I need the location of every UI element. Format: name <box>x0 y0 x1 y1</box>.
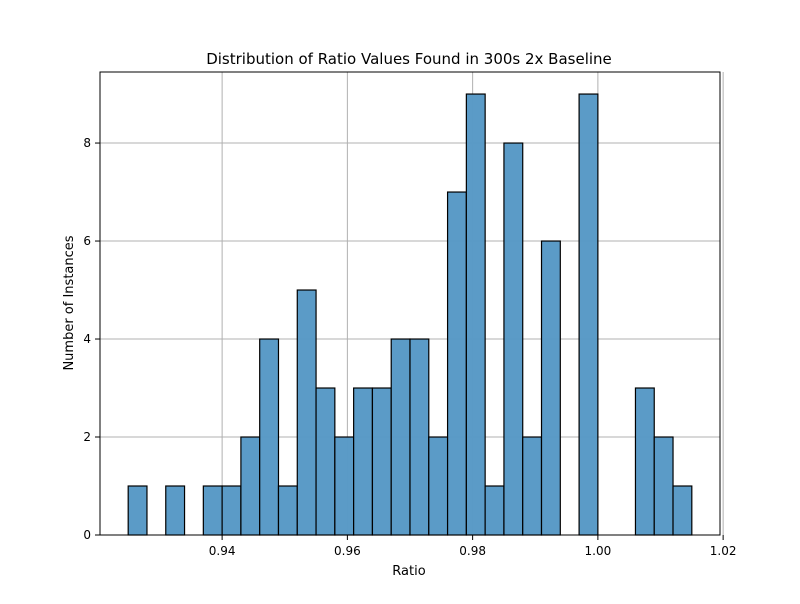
x-axis-label: Ratio <box>392 564 425 579</box>
axes-layer <box>99 71 721 536</box>
histogram-bar <box>540 240 561 536</box>
histogram-bar <box>578 93 599 536</box>
y-tick-label: 8 <box>83 136 91 150</box>
histogram-bar <box>259 338 280 536</box>
histogram-bar <box>653 436 674 536</box>
histogram-bar <box>428 436 449 536</box>
y-axis-label: Number of Instances <box>62 235 77 370</box>
histogram-bar <box>634 387 655 536</box>
histogram-bar <box>353 387 374 536</box>
histogram-bar <box>240 436 261 536</box>
histogram-bar <box>446 191 467 536</box>
y-tick-label: 0 <box>83 528 91 542</box>
histogram-bar <box>202 485 223 536</box>
histogram-bar <box>390 338 411 536</box>
histogram-bar <box>672 485 693 536</box>
histogram-bar <box>127 485 148 536</box>
y-tick-label: 2 <box>83 430 91 444</box>
histogram-bar <box>409 338 430 536</box>
histogram-bar <box>221 485 242 536</box>
histogram-bar <box>371 387 392 536</box>
histogram-bar <box>296 289 317 536</box>
histogram-bar <box>165 485 186 536</box>
bars-layer <box>127 93 693 536</box>
histogram-bar <box>484 485 505 536</box>
x-tick-label: 1.00 <box>585 544 612 558</box>
histogram-bar <box>315 387 336 536</box>
histogram-bar <box>334 436 355 536</box>
axes-frame <box>99 71 721 536</box>
histogram-bar <box>277 485 298 536</box>
y-tick-label: 4 <box>83 332 91 346</box>
x-tick-label: 0.96 <box>334 544 361 558</box>
ticks-layer: 0.94 0.96 0.98 1.00 1.02 0 2 4 6 8 <box>83 136 736 558</box>
histogram-bar <box>522 436 543 536</box>
chart-title: Distribution of Ratio Values Found in 30… <box>206 50 612 68</box>
x-tick-label: 1.02 <box>710 544 737 558</box>
x-tick-label: 0.98 <box>459 544 486 558</box>
x-tick-label: 0.94 <box>209 544 236 558</box>
histogram-bar <box>465 93 486 536</box>
y-tick-label: 6 <box>83 234 91 248</box>
histogram-bar <box>503 142 524 536</box>
